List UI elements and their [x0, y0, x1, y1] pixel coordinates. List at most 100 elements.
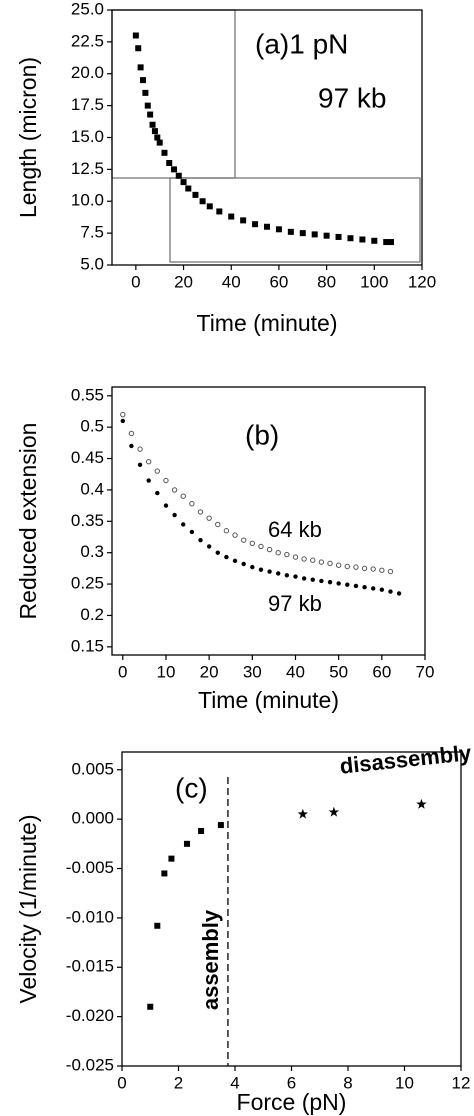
point: [335, 233, 342, 240]
point: [241, 561, 246, 567]
point: [140, 77, 146, 84]
x-tick-label: 40: [286, 662, 305, 681]
point: [223, 528, 230, 534]
annotation: (a)1 pN: [255, 28, 348, 59]
y-tick-label: 0.45: [71, 448, 104, 467]
series-label: 64 kb: [268, 517, 322, 542]
y-tick-label: 15.0: [71, 127, 104, 146]
point: [310, 577, 315, 582]
point: [151, 128, 158, 135]
x-tick-label: 4: [230, 1073, 239, 1092]
x-tick-label: 20: [200, 662, 219, 681]
point: [161, 870, 168, 877]
point: [240, 537, 247, 543]
point: [388, 589, 393, 594]
point: [297, 808, 309, 819]
point: [120, 411, 126, 418]
point: [185, 185, 192, 192]
point: [149, 121, 156, 128]
point: [137, 462, 143, 468]
y-tick-label: -0.010: [66, 907, 114, 926]
point: [327, 560, 333, 567]
x-tick-label: 6: [287, 1073, 296, 1092]
point: [311, 231, 318, 238]
point: [189, 529, 195, 535]
point: [327, 579, 333, 585]
point: [252, 221, 259, 228]
x-axis-title: Time (minute): [198, 687, 339, 713]
x-tick-label: 40: [222, 272, 241, 291]
point: [216, 208, 223, 215]
y-tick-label: -0.015: [66, 957, 114, 976]
point: [284, 573, 290, 578]
y-tick-label: 5.0: [80, 254, 104, 273]
y-tick-label: 22.5: [71, 31, 104, 50]
point: [396, 591, 402, 596]
y-tick-label: 25.0: [71, 0, 104, 18]
point: [276, 571, 281, 576]
x-tick-label: 100: [360, 272, 388, 291]
point: [301, 576, 307, 581]
point: [228, 213, 235, 220]
point: [287, 228, 294, 235]
x-tick-label: 10: [395, 1073, 414, 1092]
point: [137, 64, 144, 71]
y-tick-label: 17.5: [71, 95, 104, 114]
y-axis-title: Velocity (1/minute): [15, 814, 41, 1003]
y-tick-label: 0.5: [80, 417, 104, 436]
plot-frame: [121, 751, 462, 1067]
series-label: 97 kb: [268, 591, 322, 616]
point: [146, 478, 151, 483]
x-tick-label: 50: [329, 662, 348, 681]
x-tick-label: 2: [174, 1073, 183, 1092]
point: [310, 557, 316, 563]
point: [379, 567, 385, 573]
point: [347, 235, 354, 242]
point: [120, 418, 125, 424]
point: [379, 587, 385, 592]
point: [370, 586, 376, 591]
point: [147, 111, 154, 118]
y-axis-title: Length (micron): [15, 57, 41, 218]
point: [299, 230, 306, 237]
y-tick-label: 0.15: [71, 636, 104, 655]
point: [206, 203, 213, 210]
point: [156, 139, 163, 146]
point: [199, 198, 206, 205]
point: [361, 565, 368, 572]
annotation: (b): [245, 419, 279, 450]
point: [267, 569, 272, 574]
x-tick-label: 60: [269, 272, 288, 291]
y-tick-label: 0.000: [71, 809, 114, 828]
x-axis-title: Time (minute): [197, 310, 338, 336]
point: [198, 537, 203, 543]
point: [258, 543, 264, 550]
point: [275, 549, 281, 556]
x-tick-label: 12: [452, 1073, 471, 1092]
point: [301, 556, 307, 562]
point: [353, 583, 359, 589]
point: [137, 446, 143, 452]
point: [232, 532, 238, 538]
y-tick-label: 10.0: [71, 191, 104, 210]
point: [129, 443, 134, 449]
annotation: 97 kb: [318, 82, 387, 113]
point: [175, 172, 182, 179]
point: [335, 562, 342, 568]
point: [416, 798, 427, 809]
y-axis-title: Reduced extension: [15, 423, 41, 620]
point: [345, 582, 350, 587]
point: [155, 490, 160, 496]
y-tick-label: 0.25: [71, 574, 104, 593]
point: [293, 574, 298, 579]
y-tick-label: 20.0: [71, 63, 104, 82]
point: [344, 563, 350, 570]
y-tick-label: -0.025: [66, 1055, 114, 1074]
point: [217, 822, 224, 829]
x-axis-title: Force (pN): [237, 1089, 347, 1115]
x-tick-label: 60: [372, 662, 391, 681]
point: [319, 578, 324, 584]
point: [328, 806, 340, 817]
point: [142, 89, 149, 96]
